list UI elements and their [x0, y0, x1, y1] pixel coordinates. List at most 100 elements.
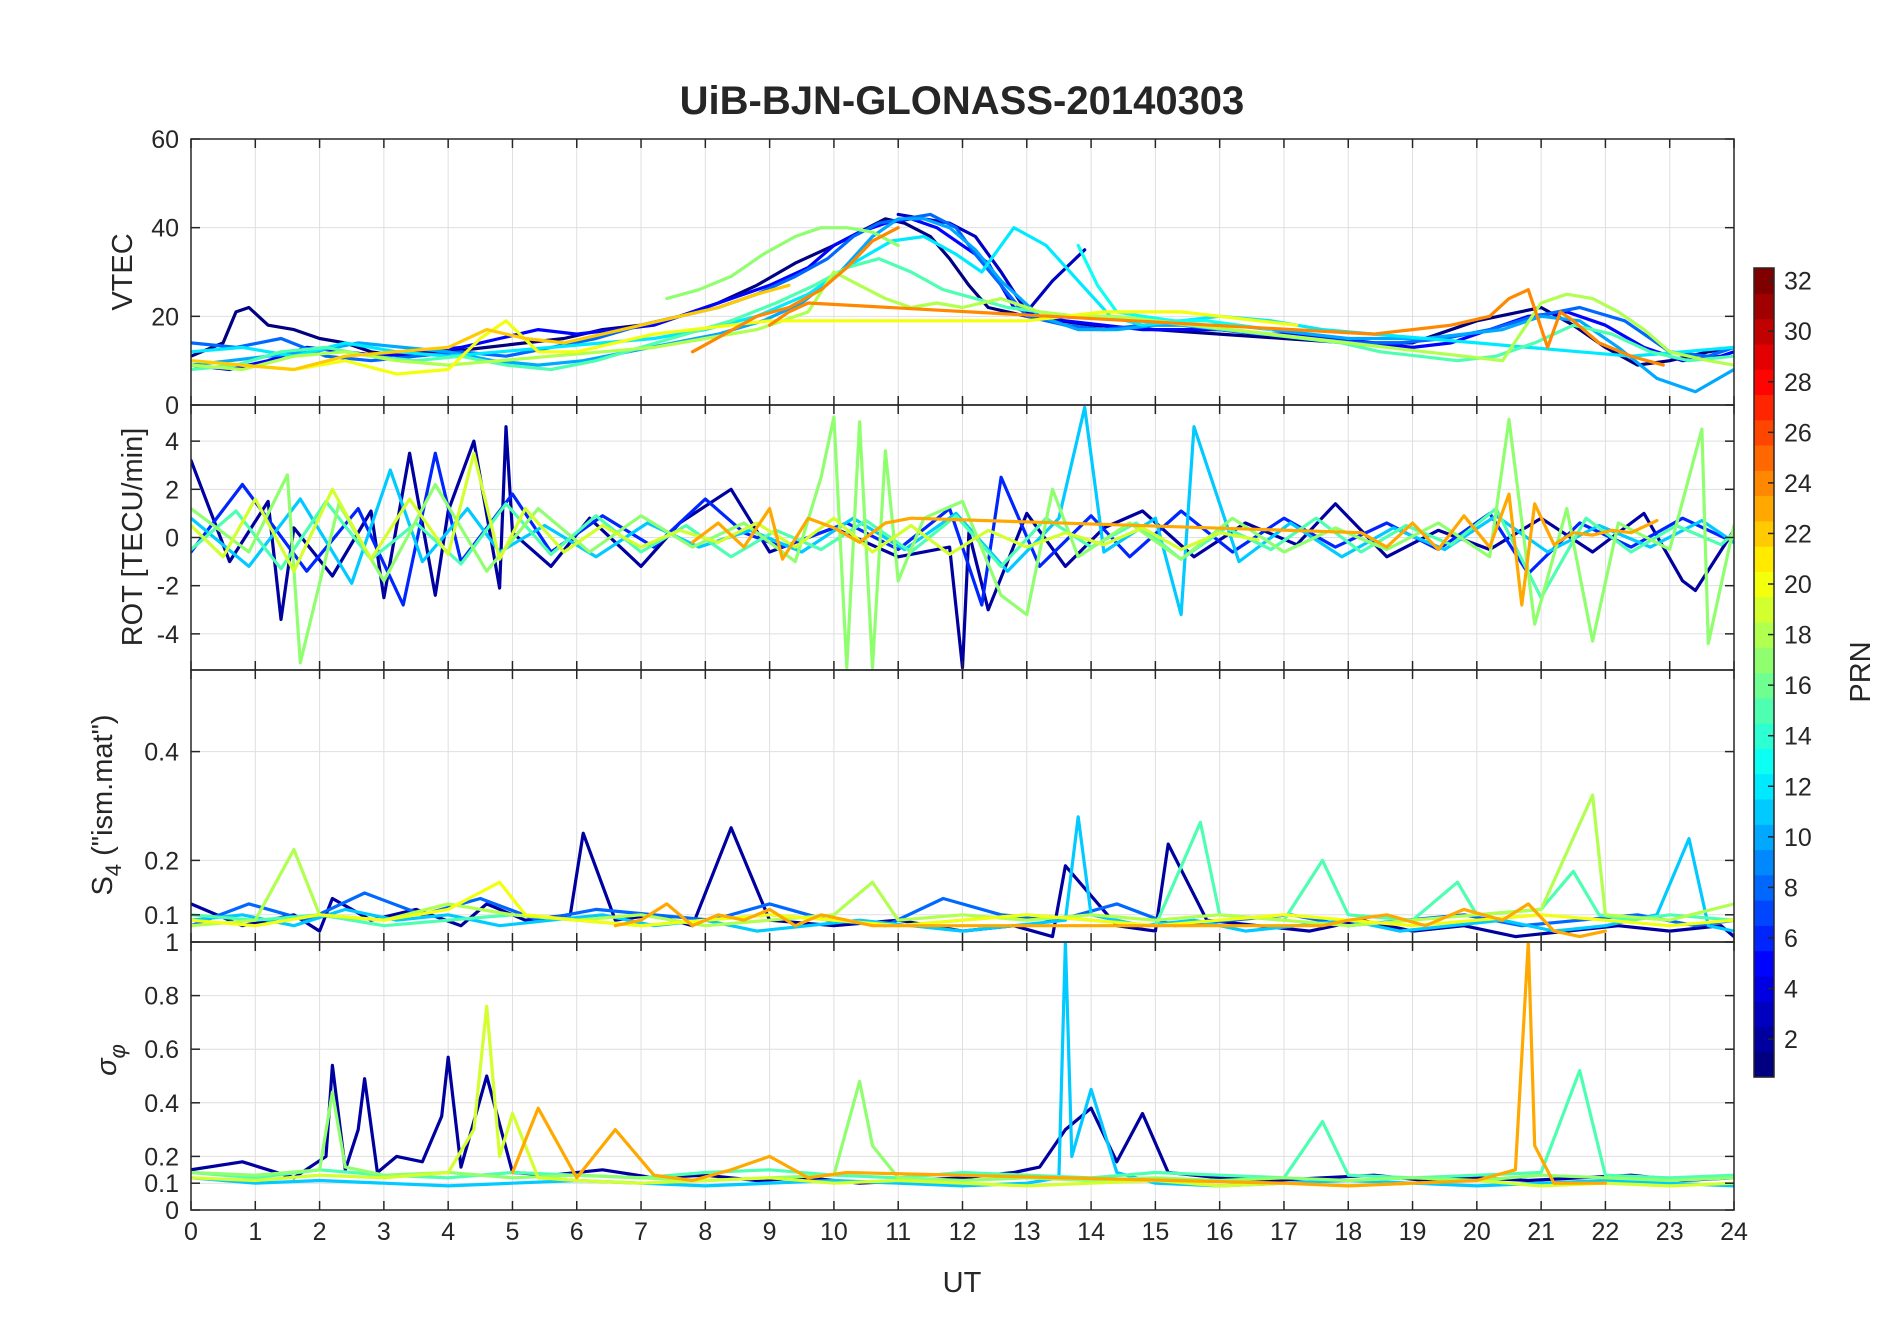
colorbar-level-19 [1754, 596, 1774, 623]
vtec-ytick-label: 40 [151, 215, 179, 243]
colorbar-tick-label: 30 [1784, 318, 1812, 346]
colorbar-level-7 [1754, 900, 1774, 926]
colorbar-level-32 [1754, 268, 1774, 294]
s4-ylabel: S4 ("ism.mat") [87, 714, 126, 895]
x-tick-label: 4 [441, 1218, 455, 1246]
colorbar-level-24 [1754, 470, 1774, 497]
x-axis-label: UT [943, 1267, 982, 1299]
colorbar-level-23 [1754, 495, 1774, 522]
x-tick-label: 19 [1399, 1218, 1427, 1246]
x-tick-label: 15 [1141, 1218, 1169, 1246]
s4-ylabel-rest: ("ism.mat") [87, 714, 119, 863]
rot-ylabel: ROT [TECU/min] [117, 428, 149, 647]
vtec-panel: 0 20 40 60 VTEC [107, 126, 1735, 420]
x-tick-label: 13 [1013, 1218, 1041, 1246]
x-tick-label: 21 [1527, 1218, 1555, 1246]
vtec-series-prn-17 [665, 226, 900, 301]
s4-series-prn-23 [613, 902, 1607, 939]
colorbar-level-15 [1754, 697, 1774, 724]
colorbar-tick-label: 4 [1784, 976, 1798, 1004]
colorbar-tick-label: 22 [1784, 520, 1812, 548]
colorbar-tick-label: 24 [1784, 470, 1812, 498]
x-tick-label: 8 [698, 1218, 712, 1246]
x-tick-label: 18 [1334, 1218, 1362, 1246]
colorbar-level-27 [1754, 394, 1774, 421]
colorbar-tick-label: 16 [1784, 672, 1812, 700]
colorbar-tick-label: 26 [1784, 419, 1812, 447]
x-tick-label: 11 [885, 1218, 911, 1246]
colorbar-level-17 [1754, 647, 1774, 674]
colorbar-level-2 [1754, 1026, 1774, 1053]
sigma-phi-ytick-label: 0.1 [144, 1170, 179, 1198]
vtec-series-prn-22 [191, 283, 791, 372]
colorbar-level-5 [1754, 950, 1774, 977]
colorbar-level-14 [1754, 723, 1774, 749]
s4-series-prn-18 [191, 793, 1734, 928]
colorbar-level-28 [1754, 369, 1774, 396]
x-tick-label: 14 [1077, 1218, 1105, 1246]
colorbar-level-12 [1754, 773, 1774, 800]
rot-series-prn-23 [690, 492, 1659, 607]
vtec-ytick-label: 20 [151, 303, 179, 331]
colorbar-level-10 [1754, 824, 1774, 851]
s4-ytick-label: 0.2 [144, 847, 179, 875]
x-tick-label: 17 [1270, 1218, 1298, 1246]
colorbar-level-29 [1754, 343, 1774, 370]
sigma-phi-series-prn-23 [510, 942, 1607, 1188]
vtec-ytick-label: 60 [151, 126, 179, 154]
sigma-phi-ylabel-sub: φ [105, 1044, 130, 1058]
sigma-phi-ytick-label: 1 [165, 929, 179, 957]
s4-panel: 0.1 0.2 0.4 S4 ("ism.mat") [87, 669, 1735, 943]
colorbar-tick-label: 20 [1784, 571, 1812, 599]
rot-ytick-label: 0 [165, 525, 179, 553]
colorbar-level-3 [1754, 1001, 1774, 1028]
x-tick-label: 16 [1206, 1218, 1234, 1246]
colorbar-level-21 [1754, 546, 1774, 572]
colorbar-tick-label: 12 [1784, 773, 1812, 801]
x-tick-label: 2 [313, 1218, 327, 1246]
colorbar-level-1 [1754, 1051, 1774, 1078]
rot-ytick-label: 2 [165, 476, 179, 504]
x-tick-label: 22 [1592, 1218, 1620, 1246]
colorbar-level-4 [1754, 975, 1774, 1002]
s4-ytick-label: 0.1 [144, 902, 179, 930]
colorbar-level-26 [1754, 419, 1774, 446]
rot-ytick-label: -2 [157, 573, 179, 601]
vtec-series-prn-10 [191, 217, 1734, 394]
colorbar-tick-label: 8 [1784, 874, 1798, 902]
colorbar-tick-label: 28 [1784, 369, 1812, 397]
colorbar-level-16 [1754, 672, 1774, 699]
x-tick-label: 10 [820, 1218, 848, 1246]
s4-ylabel-main: S [87, 876, 119, 895]
colorbar-level-6 [1754, 925, 1774, 952]
sigma-phi-series-prn-17 [191, 1079, 1734, 1183]
vtec-ylabel: VTEC [107, 233, 139, 310]
colorbar-label: PRN [1845, 641, 1877, 702]
colorbar-level-20 [1754, 571, 1774, 598]
colorbar-level-30 [1754, 318, 1774, 345]
vtec-series-prn-13 [1076, 243, 1273, 332]
sigma-phi-ytick-label: 0 [165, 1197, 179, 1225]
x-tick-label: 24 [1720, 1218, 1748, 1246]
sigma-phi-ytick-label: 0.6 [144, 1036, 179, 1064]
colorbar-level-22 [1754, 520, 1774, 547]
vtec-series-prn-20 [191, 310, 1299, 376]
vtec-series-prn-18 [191, 270, 1734, 372]
s4-series-prn-11 [191, 815, 1734, 933]
sigma-phi-panel: 00.10.2 0.4 0.6 0.8 1 σφ [91, 929, 1735, 1225]
colorbar-level-11 [1754, 798, 1774, 825]
colorbar-tick-label: 14 [1784, 723, 1812, 751]
colorbar-frame [1753, 267, 1775, 1078]
x-tick-label: 3 [377, 1218, 391, 1246]
chart-title: UiB-BJN-GLONASS-20140303 [680, 79, 1245, 123]
x-tick-label: 12 [949, 1218, 977, 1246]
s4-ylabel-sub: 4 [101, 864, 126, 876]
colorbar-tick-label: 2 [1784, 1026, 1798, 1054]
x-axis-ticks: 0 1 2 3 4 5 6 7 8 9 10 11 12 13 14 15 16 17 18 19 20 21 22 23 24 [184, 1218, 1748, 1246]
x-tick-label: 6 [570, 1218, 584, 1246]
rot-ytick-label: -4 [157, 621, 179, 649]
x-tick-label: 1 [248, 1218, 262, 1246]
x-tick-label: 5 [506, 1218, 520, 1246]
